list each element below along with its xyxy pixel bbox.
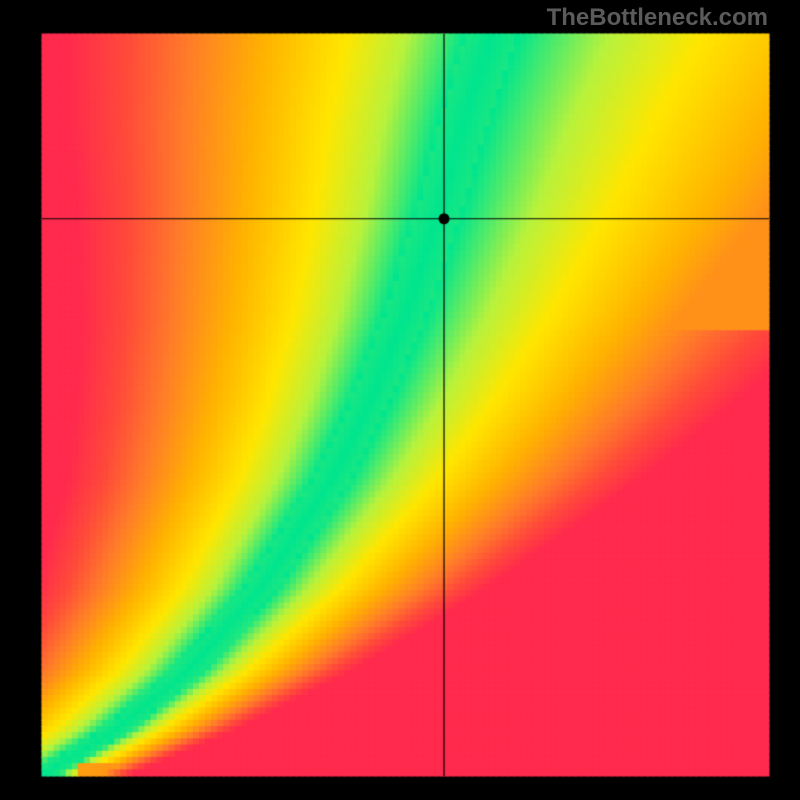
bottleneck-heatmap — [0, 0, 800, 800]
figure-container: TheBottleneck.com — [0, 0, 800, 800]
